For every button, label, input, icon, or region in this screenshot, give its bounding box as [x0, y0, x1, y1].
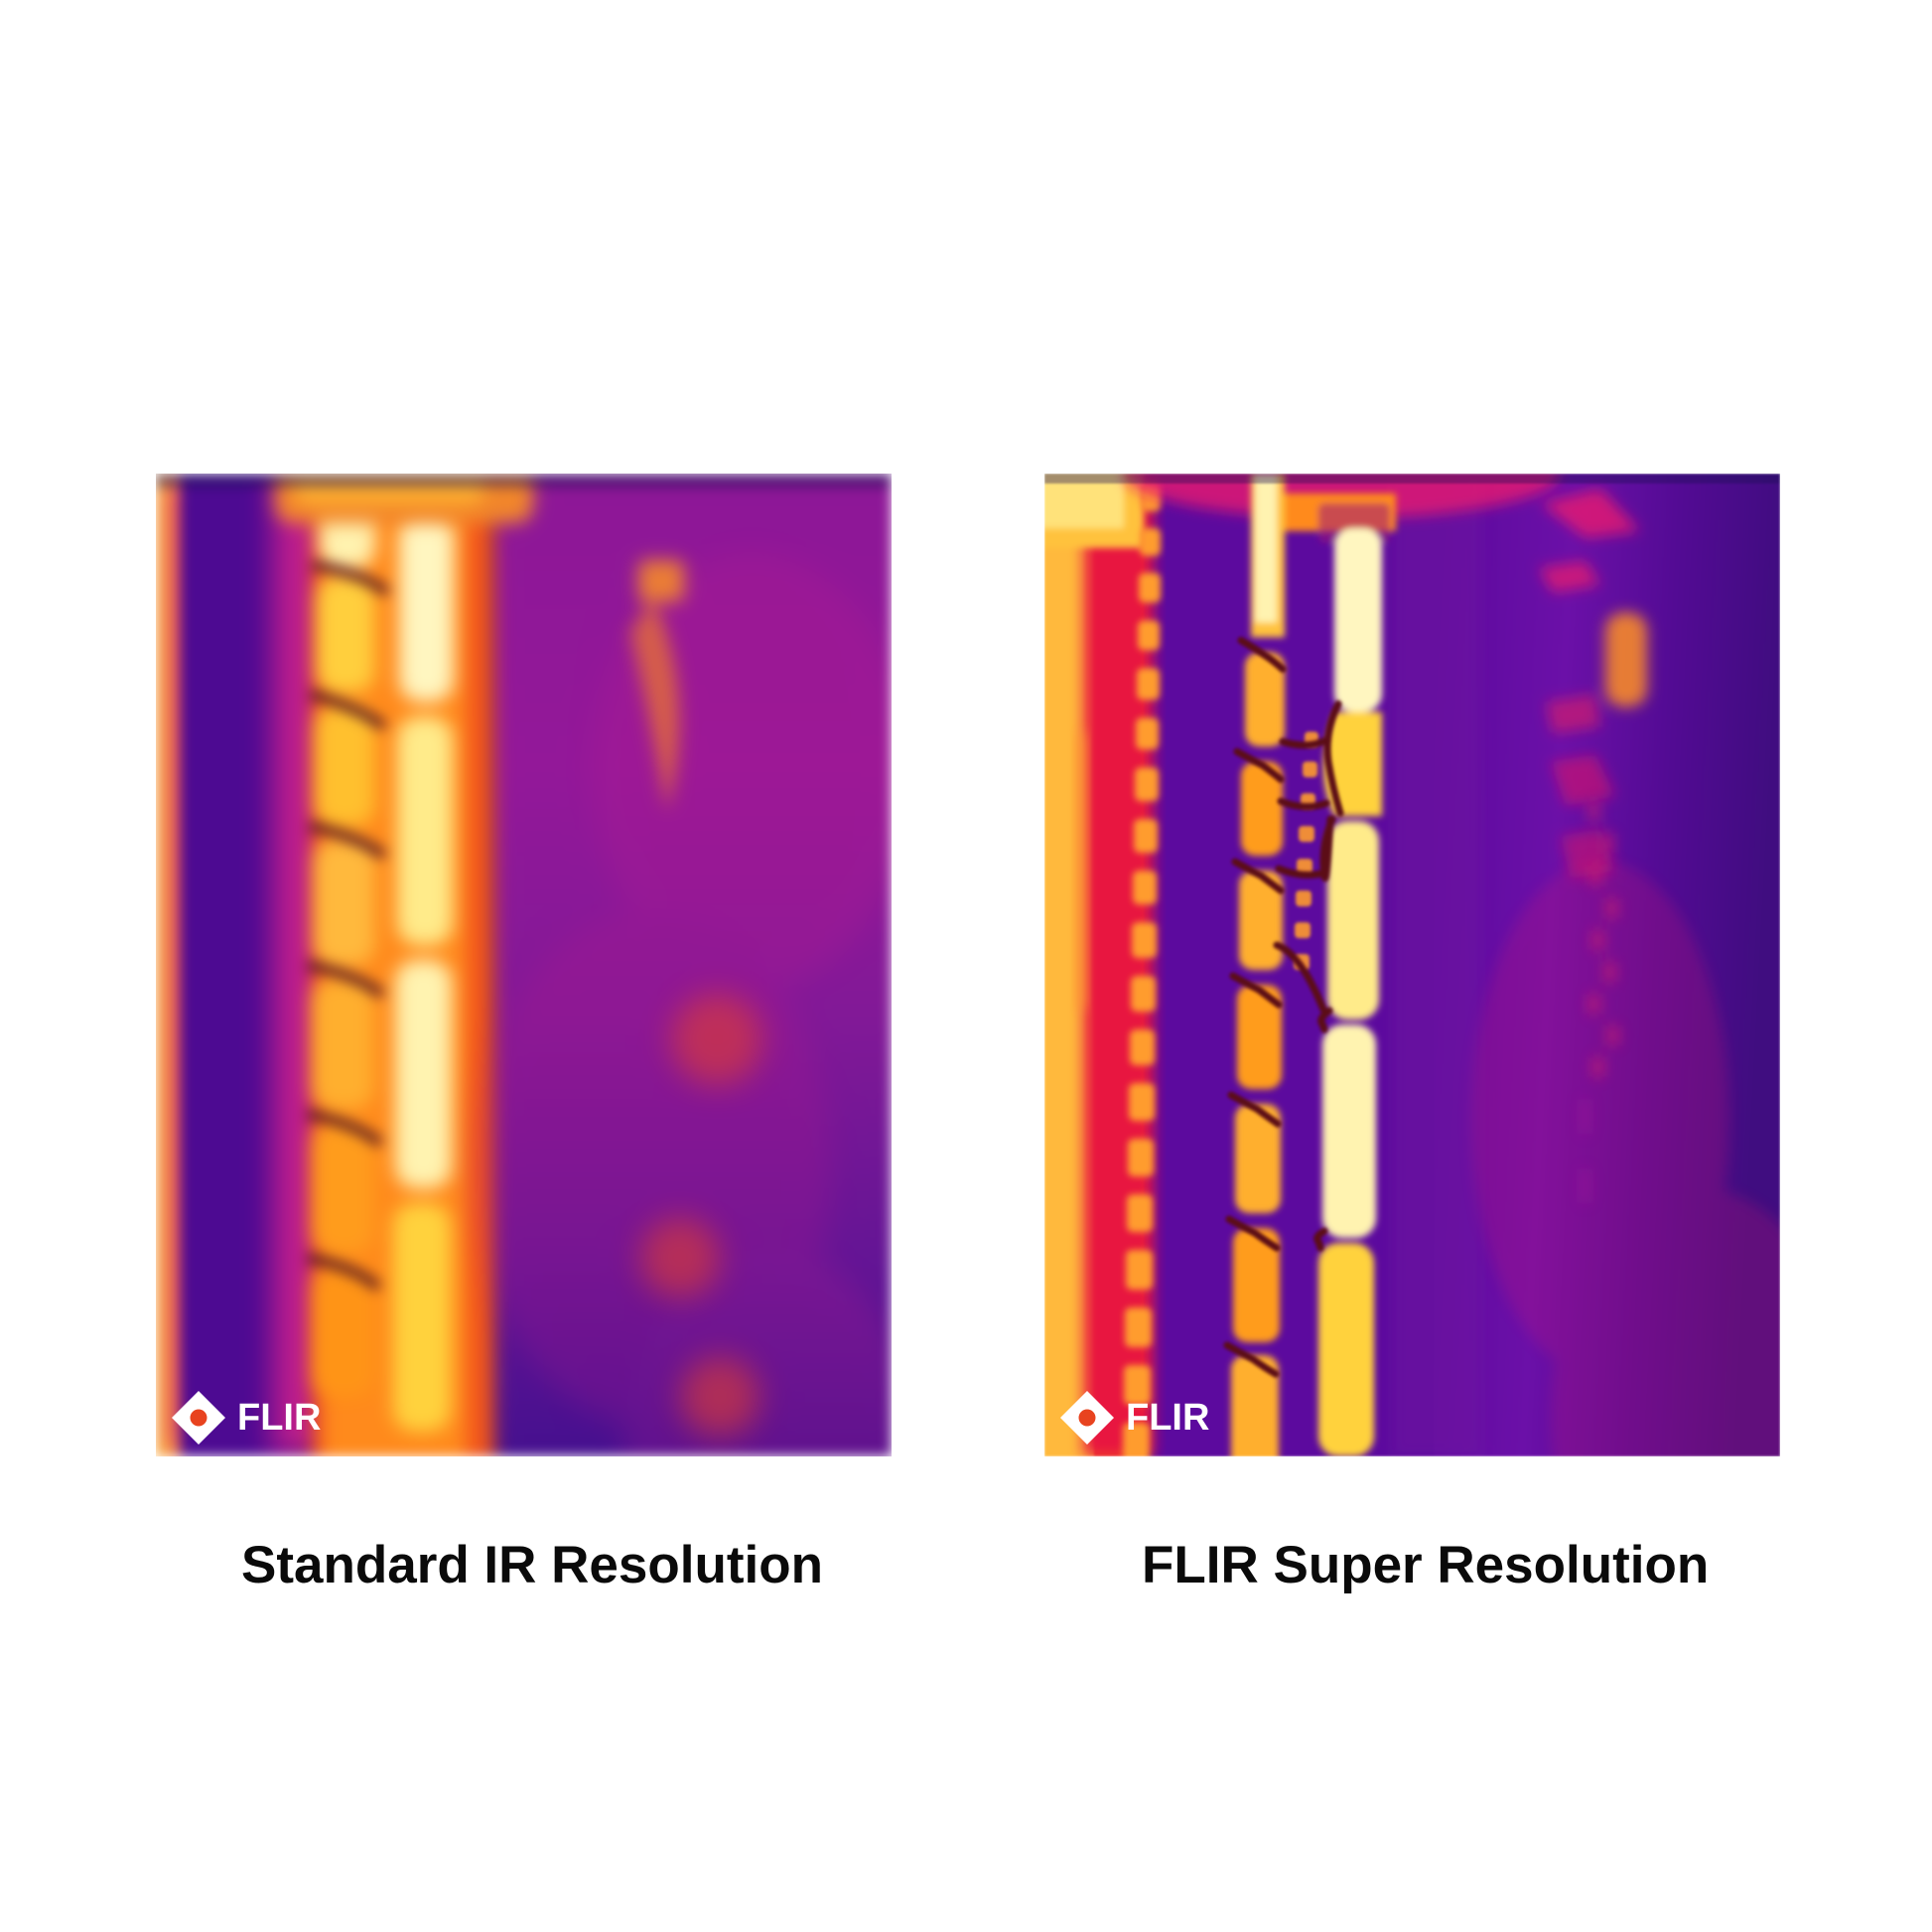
svg-text:FLIR: FLIR [1126, 1397, 1209, 1439]
svg-text:FLIR: FLIR [237, 1397, 321, 1439]
